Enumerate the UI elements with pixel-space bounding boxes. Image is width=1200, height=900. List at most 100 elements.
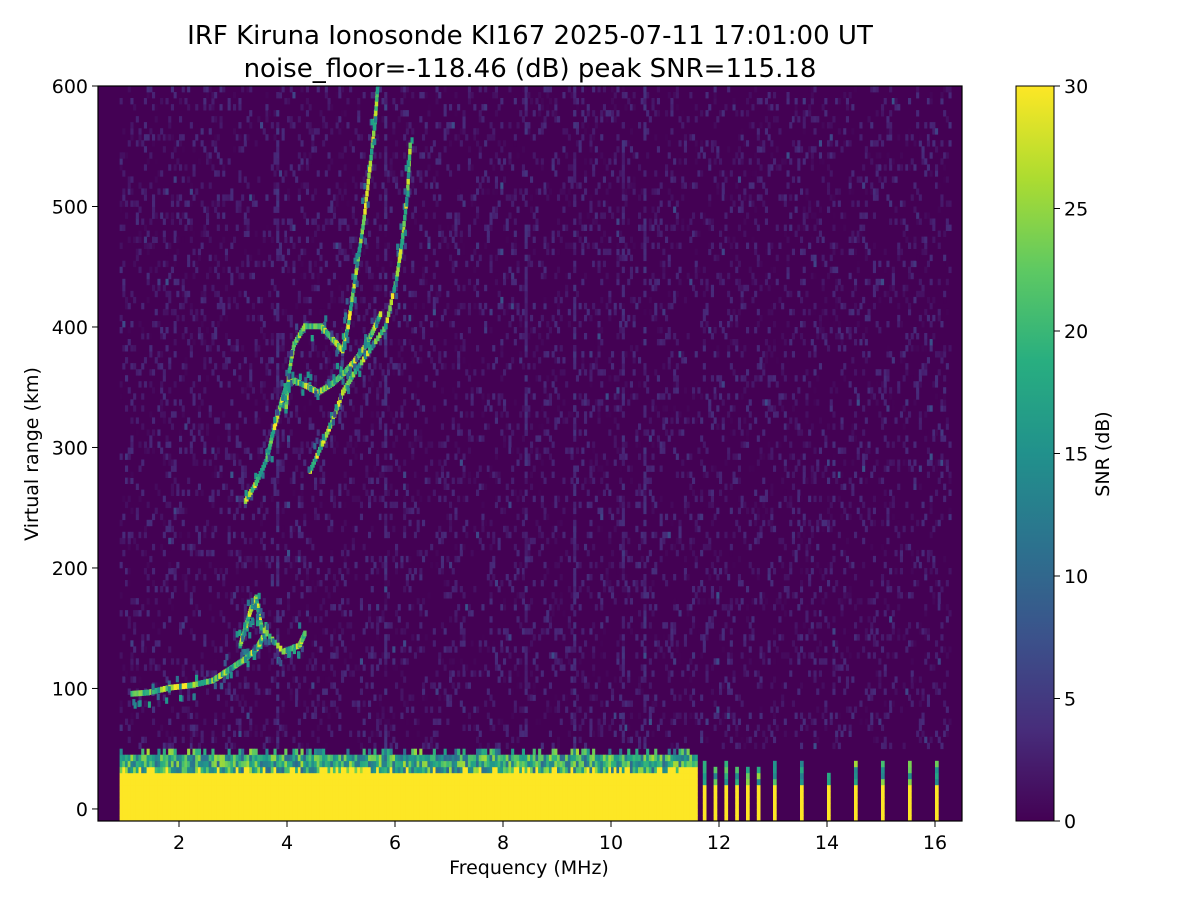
- noise-cell: [543, 387, 547, 394]
- noise-cell: [729, 296, 733, 304]
- noise-cell: [503, 525, 507, 533]
- noise-cell: [316, 580, 320, 587]
- noise-cell: [651, 188, 655, 195]
- noise-cell: [540, 471, 544, 478]
- noise-cell: [710, 375, 714, 382]
- noise-cell: [254, 200, 258, 207]
- noise-cell: [168, 134, 172, 141]
- noise-cell: [602, 652, 606, 659]
- noise-cell: [351, 236, 355, 243]
- noise-cell: [570, 628, 574, 635]
- noise-cell: [273, 718, 277, 725]
- noise-cell: [656, 375, 660, 382]
- noise-cell: [565, 290, 569, 298]
- noise-cell: [287, 399, 291, 406]
- noise-cell: [627, 555, 631, 563]
- noise-cell: [165, 290, 169, 298]
- noise-cell: [465, 393, 469, 400]
- noise-cell: [143, 531, 147, 539]
- noise-cell: [395, 742, 399, 750]
- noise-cell: [481, 393, 485, 400]
- noise-cell: [638, 543, 642, 551]
- noise-cell: [432, 296, 436, 304]
- noise-cell: [710, 140, 714, 147]
- noise-cell: [697, 152, 701, 159]
- noise-cell: [467, 302, 471, 310]
- noise-cell: [343, 110, 347, 117]
- noise-cell: [713, 417, 717, 424]
- noise-cell: [273, 676, 277, 683]
- noise-cell: [319, 405, 323, 412]
- noise-cell: [224, 284, 228, 292]
- noise-cell: [227, 682, 231, 689]
- noise-cell: [440, 531, 444, 539]
- noise-cell: [659, 513, 663, 521]
- noise-cell: [497, 628, 501, 635]
- noise-cell: [465, 604, 469, 611]
- noise-cell: [138, 610, 142, 617]
- noise-cell: [489, 266, 493, 274]
- noise-cell: [640, 580, 644, 587]
- noise-cell: [179, 501, 183, 509]
- noise-cell: [133, 363, 137, 370]
- noise-cell: [268, 110, 272, 117]
- noise-cell: [629, 393, 633, 400]
- noise-cell: [443, 646, 447, 653]
- noise-cell: [381, 616, 385, 623]
- noise-cell: [643, 308, 647, 316]
- noise-cell: [605, 574, 609, 581]
- noise-cell: [143, 242, 147, 249]
- noise-cell: [254, 724, 258, 731]
- noise-cell: [365, 308, 369, 316]
- noise-cell: [608, 314, 612, 322]
- noise-cell: [732, 676, 736, 683]
- noise-cell: [365, 260, 369, 268]
- noise-cell: [300, 104, 304, 111]
- noise-cell: [692, 586, 696, 593]
- noise-cell: [203, 634, 207, 641]
- noise-cell: [273, 351, 277, 358]
- noise-cell: [170, 525, 174, 533]
- noise-cell: [438, 477, 442, 484]
- noise-cell: [619, 236, 623, 243]
- noise-cell: [241, 387, 245, 394]
- noise-cell: [216, 489, 220, 496]
- noise-cell: [289, 218, 293, 225]
- noise-cell: [262, 543, 266, 551]
- noise-cell: [122, 345, 126, 352]
- noise-cell: [262, 742, 266, 750]
- noise-cell: [411, 604, 415, 611]
- noise-cell: [594, 188, 598, 195]
- noise-cell: [581, 351, 585, 358]
- noise-cell: [192, 730, 196, 737]
- noise-cell: [362, 718, 366, 725]
- noise-cell: [648, 586, 652, 593]
- noise-cell: [724, 568, 728, 575]
- noise-cell: [376, 622, 380, 629]
- noise-cell: [608, 561, 612, 569]
- noise-cell: [378, 555, 382, 563]
- noise-cell: [170, 86, 174, 93]
- noise-cell: [667, 730, 671, 737]
- noise-cell: [265, 507, 269, 515]
- noise-cell: [505, 634, 509, 641]
- noise-cell: [632, 321, 636, 328]
- noise-cell: [187, 706, 191, 713]
- noise-cell: [602, 200, 606, 207]
- noise-cell: [646, 110, 650, 117]
- noise-cell: [376, 236, 380, 243]
- noise-cell: [681, 429, 685, 436]
- noise-cell: [481, 188, 485, 195]
- noise-cell: [349, 242, 353, 249]
- noise-cell: [678, 351, 682, 358]
- noise-cell: [305, 568, 309, 575]
- noise-cell: [570, 742, 574, 750]
- noise-cell: [119, 158, 123, 165]
- noise-cell: [200, 200, 204, 207]
- noise-cell: [354, 236, 358, 243]
- noise-cell: [435, 477, 439, 484]
- noise-cell: [600, 381, 604, 388]
- noise-cell: [300, 206, 304, 213]
- noise-cell: [176, 561, 180, 569]
- noise-cell: [484, 321, 488, 328]
